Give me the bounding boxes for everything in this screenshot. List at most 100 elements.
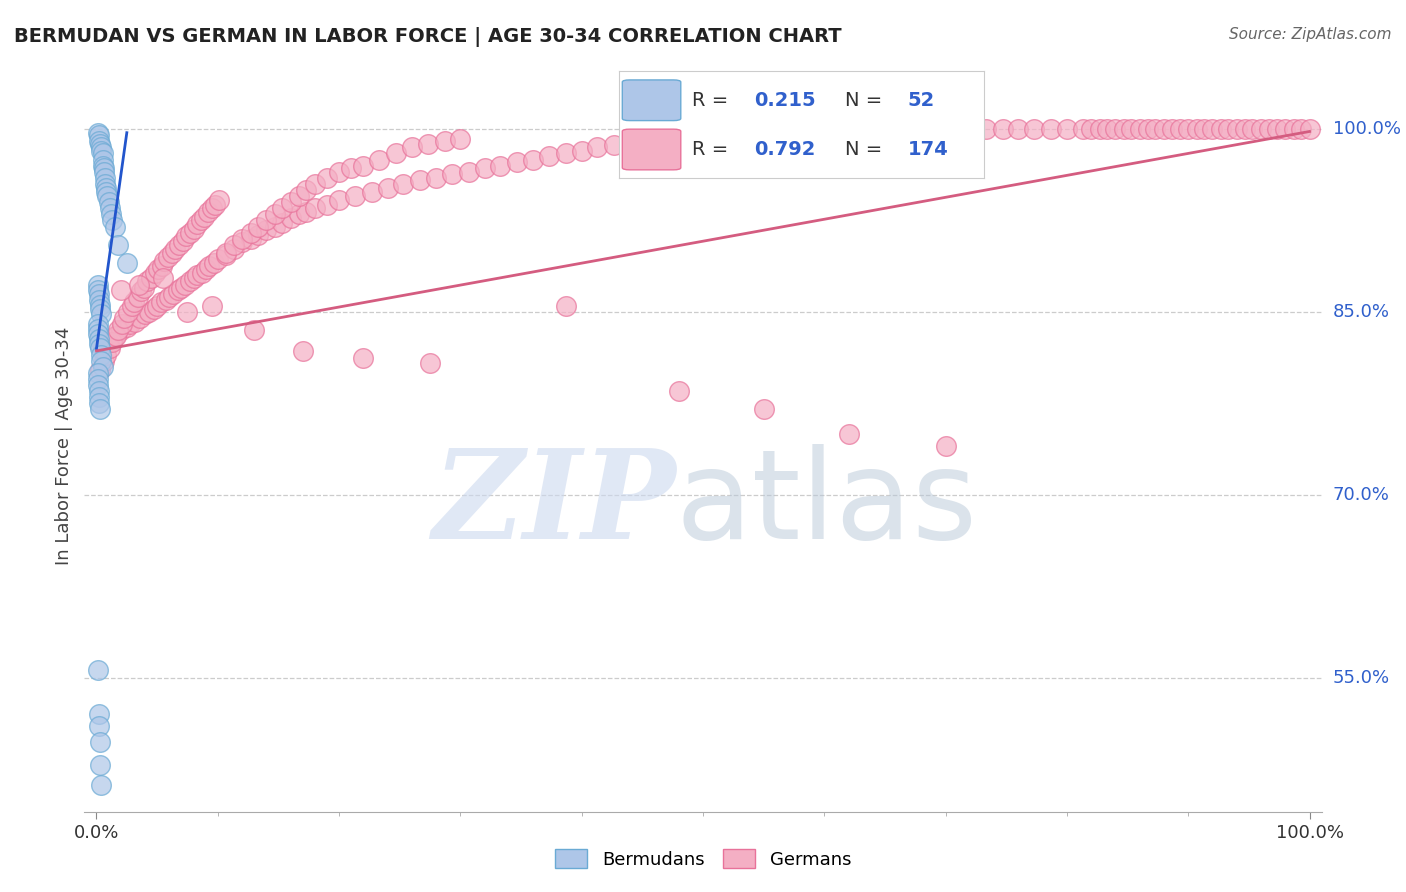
Point <box>352 159 374 173</box>
Point <box>87 390 110 404</box>
Point <box>280 211 302 225</box>
Point <box>668 384 690 399</box>
Point <box>90 144 112 158</box>
Point <box>89 302 111 317</box>
Point <box>555 299 578 313</box>
Text: Source: ZipAtlas.com: Source: ZipAtlas.com <box>1229 27 1392 42</box>
Legend: Bermudans, Germans: Bermudans, Germans <box>548 842 858 876</box>
Point <box>368 153 391 167</box>
Point <box>1258 122 1281 136</box>
Point <box>150 259 173 273</box>
Point <box>571 144 593 158</box>
Point <box>101 335 124 350</box>
Point <box>90 307 112 321</box>
Point <box>222 242 245 256</box>
Point <box>128 278 150 293</box>
Point <box>143 266 166 280</box>
Text: BERMUDAN VS GERMAN IN LABOR FORCE | AGE 30-34 CORRELATION CHART: BERMUDAN VS GERMAN IN LABOR FORCE | AGE … <box>14 27 842 46</box>
Text: R =: R = <box>692 140 734 159</box>
Point <box>96 186 118 200</box>
Point <box>1007 122 1029 136</box>
Point <box>183 222 205 236</box>
Point <box>115 256 138 270</box>
Point <box>191 266 214 280</box>
Point <box>97 195 120 210</box>
Point <box>179 275 201 289</box>
Point <box>87 707 110 722</box>
Point <box>343 189 366 203</box>
Point <box>652 129 675 144</box>
Point <box>716 122 738 136</box>
Point <box>96 189 118 203</box>
Point <box>89 342 111 356</box>
Point <box>239 232 262 246</box>
Point <box>440 167 463 181</box>
Point <box>1144 122 1167 136</box>
Point <box>392 177 415 191</box>
Point <box>474 161 496 175</box>
Point <box>146 299 169 313</box>
Point <box>115 319 138 334</box>
Point <box>129 311 152 326</box>
Point <box>87 332 110 346</box>
Point <box>1265 122 1288 136</box>
Point <box>1168 122 1191 136</box>
Point <box>134 307 156 321</box>
Point <box>1250 122 1272 136</box>
Point <box>1241 122 1264 136</box>
Point <box>194 262 217 277</box>
Point <box>174 278 197 293</box>
Point <box>87 293 110 307</box>
Point <box>304 177 326 191</box>
Point <box>1112 122 1135 136</box>
Point <box>174 229 197 244</box>
Point <box>765 122 787 136</box>
Point <box>222 238 245 252</box>
Point <box>1226 122 1249 136</box>
Point <box>153 253 176 268</box>
Point <box>132 280 155 294</box>
Point <box>603 137 626 152</box>
Point <box>89 363 111 377</box>
Point <box>243 323 266 337</box>
Point <box>215 247 238 261</box>
Point <box>157 290 180 304</box>
Point <box>1040 122 1063 136</box>
Point <box>86 326 108 341</box>
Point <box>328 165 350 179</box>
Point <box>96 348 118 362</box>
Point <box>1095 122 1118 136</box>
Point <box>506 155 529 169</box>
Text: 70.0%: 70.0% <box>1333 486 1389 504</box>
Point <box>90 140 112 154</box>
Point <box>94 170 117 185</box>
Point <box>401 140 423 154</box>
Point <box>183 270 205 285</box>
Point <box>160 246 183 260</box>
Point <box>409 173 432 187</box>
Point <box>1071 122 1094 136</box>
Point <box>991 122 1014 136</box>
Point <box>86 126 108 140</box>
Point <box>1218 122 1240 136</box>
Point <box>271 202 294 216</box>
Point <box>352 351 374 366</box>
Point <box>846 122 869 136</box>
Point <box>91 146 114 161</box>
Point <box>271 216 294 230</box>
Point <box>419 356 441 370</box>
Point <box>927 122 949 136</box>
Point <box>263 219 285 234</box>
Point <box>828 122 851 136</box>
Point <box>254 213 277 227</box>
Point <box>87 128 110 143</box>
Text: 100.0%: 100.0% <box>1333 120 1400 138</box>
Point <box>457 165 479 179</box>
Point <box>87 134 110 148</box>
Point <box>1024 122 1046 136</box>
Point <box>111 317 134 331</box>
Point <box>797 122 820 136</box>
Point <box>86 317 108 331</box>
Point <box>316 197 339 211</box>
Point <box>197 205 219 219</box>
